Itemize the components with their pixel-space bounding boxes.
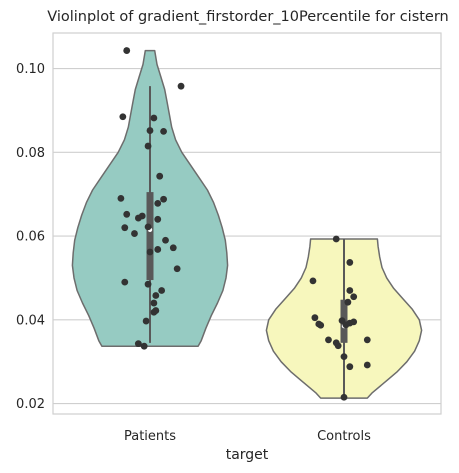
data-point (177, 82, 185, 90)
data-point (162, 236, 169, 244)
data-point (342, 321, 350, 329)
y-tick-label: 0.06 (16, 230, 45, 245)
x-axis-title: target (226, 447, 269, 463)
data-point (346, 287, 354, 294)
data-point (173, 265, 181, 273)
violin-controls (265, 235, 423, 401)
data-point (144, 223, 152, 231)
violin-layer (71, 47, 423, 401)
data-point (158, 287, 166, 294)
plot-frame (52, 32, 442, 415)
y-tick-label: 0.02 (16, 397, 45, 412)
data-point (134, 340, 142, 348)
data-point (309, 277, 317, 285)
data-point (334, 342, 342, 350)
data-point (160, 127, 167, 135)
data-point (144, 280, 152, 288)
y-tick-label: 0.08 (16, 146, 45, 161)
x-tick-label: Controls (317, 429, 371, 444)
data-point (344, 298, 352, 306)
data-point (121, 278, 129, 286)
data-point (332, 235, 340, 243)
data-point (117, 194, 125, 202)
data-point (146, 248, 154, 256)
data-point (340, 353, 348, 361)
data-point (134, 214, 142, 222)
data-point (169, 244, 177, 252)
data-point (123, 47, 131, 54)
data-point (140, 342, 148, 350)
violin-patients (71, 47, 229, 350)
y-tick-label: 0.04 (16, 313, 45, 328)
data-point (346, 259, 354, 266)
data-point (317, 321, 325, 329)
data-point (340, 393, 348, 401)
chart-title: Violinplot of gradient_firstorder_10Perc… (47, 9, 449, 25)
data-point (363, 361, 371, 369)
data-point (142, 317, 150, 325)
data-point (144, 142, 152, 150)
data-point (154, 246, 162, 253)
data-point (350, 293, 358, 301)
data-point (152, 292, 160, 299)
data-point (363, 336, 371, 344)
data-point (160, 195, 167, 203)
data-point (154, 215, 162, 223)
data-point (150, 114, 158, 122)
violin-box (146, 192, 154, 281)
data-point (146, 127, 154, 134)
data-point (311, 314, 319, 322)
x-tick-label: Patients (124, 429, 176, 444)
data-point (150, 299, 158, 307)
data-point (119, 113, 127, 121)
data-point (154, 200, 162, 207)
data-point (346, 363, 354, 371)
data-point (131, 230, 138, 237)
data-point (123, 210, 131, 218)
data-point (325, 336, 332, 344)
y-tick-label: 0.10 (16, 62, 45, 77)
data-point (156, 172, 164, 180)
data-point (121, 224, 129, 232)
tick-layer: 0.02 0.04 0.06 0.08 0.10 Patients Controls (16, 62, 371, 444)
data-point (150, 308, 158, 316)
